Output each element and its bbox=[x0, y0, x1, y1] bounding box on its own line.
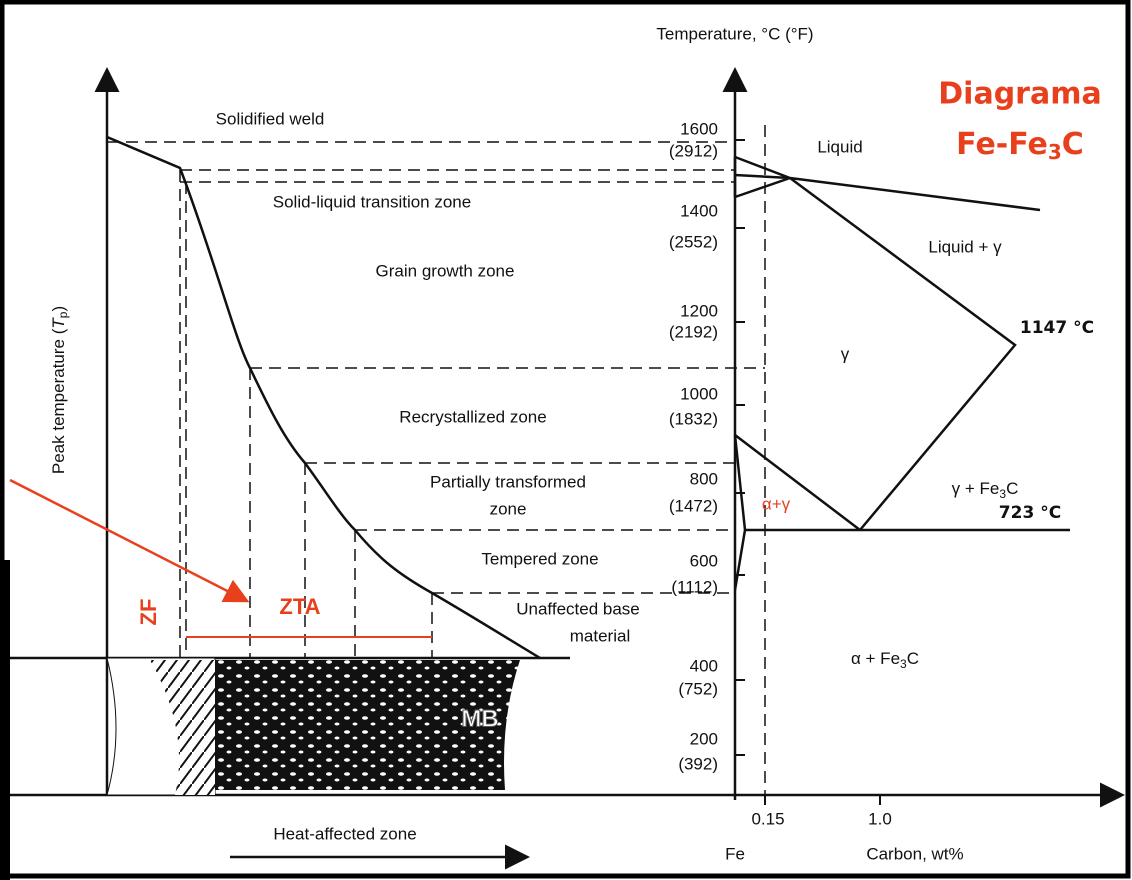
mb-label: MB bbox=[461, 705, 498, 732]
zf-label: ZF bbox=[136, 599, 161, 626]
zone-label: Solidified weld bbox=[216, 109, 325, 128]
diagram-title: Diagrama bbox=[938, 77, 1101, 112]
temperature-tick-label: 1000 bbox=[680, 384, 718, 403]
y-axis-label: Peak temperature (Tp) bbox=[49, 306, 70, 474]
temperature-tick-label: (1832) bbox=[669, 409, 718, 428]
zta-label: ZTA bbox=[279, 594, 320, 619]
x-label: Heat-affected zone bbox=[273, 824, 416, 843]
phase-label: γ + Fe3C bbox=[952, 479, 1019, 501]
temperature-tick-label: (2912) bbox=[669, 141, 718, 160]
phase-label: Liquid + γ bbox=[928, 237, 1002, 256]
temperature-tick-label: 600 bbox=[690, 551, 718, 570]
temperature-tick-label: 1600 bbox=[680, 119, 718, 138]
x-origin-label: Fe bbox=[725, 844, 745, 863]
phase-label: α + Fe3C bbox=[851, 649, 919, 671]
left-panel: Peak temperature (Tp) Solidified weld So… bbox=[10, 72, 1120, 857]
zone-label: Solid-liquid transition zone bbox=[273, 192, 471, 211]
temperature-tick-label: (392) bbox=[678, 754, 718, 773]
temperature-tick-label: (2552) bbox=[669, 232, 718, 251]
zone-label: material bbox=[570, 626, 630, 645]
x-tick-label: 0.15 bbox=[751, 809, 784, 828]
x-label: Carbon, wt% bbox=[866, 844, 963, 863]
side-bar bbox=[0, 560, 10, 880]
zone-label: Tempered zone bbox=[481, 549, 598, 568]
zone-label: zone bbox=[490, 499, 527, 518]
x-tick-label: 1.0 bbox=[868, 809, 892, 828]
zone-label: Recrystallized zone bbox=[399, 407, 546, 426]
temperature-tick-label: 1200 bbox=[680, 301, 718, 320]
temperature-tick-label: 800 bbox=[690, 469, 718, 488]
peak-temperature-curve bbox=[107, 137, 540, 658]
temperature-tick-label: 200 bbox=[690, 729, 718, 748]
axis-title: Temperature, °C (°F) bbox=[656, 24, 813, 43]
temperature-tick-label: (752) bbox=[678, 679, 718, 698]
temperature-tick-label: 1400 bbox=[680, 201, 718, 220]
phase-boundaries bbox=[735, 157, 1070, 590]
temperature-tick-label: (1112) bbox=[671, 577, 718, 596]
temperature-note: 1147 °C bbox=[1020, 318, 1094, 338]
temperature-tick-label: (2192) bbox=[669, 322, 718, 341]
temperature-note: 723 °C bbox=[999, 503, 1061, 523]
zone-label: Partially transformed bbox=[430, 472, 586, 491]
phase-label: γ bbox=[841, 344, 850, 363]
zone-label: Grain growth zone bbox=[376, 261, 515, 280]
zone-label: Unaffected base bbox=[516, 599, 640, 618]
phase-label: Liquid bbox=[817, 137, 862, 156]
temperature-tick-label: 400 bbox=[690, 656, 718, 675]
red-arrow bbox=[10, 480, 245, 600]
temperature-tick-label: (1472) bbox=[669, 496, 718, 515]
diagram-title: Fe-Fe3C bbox=[956, 127, 1084, 164]
right-panel: Temperature, °C (°F) Diagrama Fe-Fe3C Li… bbox=[656, 24, 1101, 863]
phase-label: α+γ bbox=[762, 494, 791, 513]
diagram: Peak temperature (Tp) Solidified weld So… bbox=[0, 0, 1132, 880]
